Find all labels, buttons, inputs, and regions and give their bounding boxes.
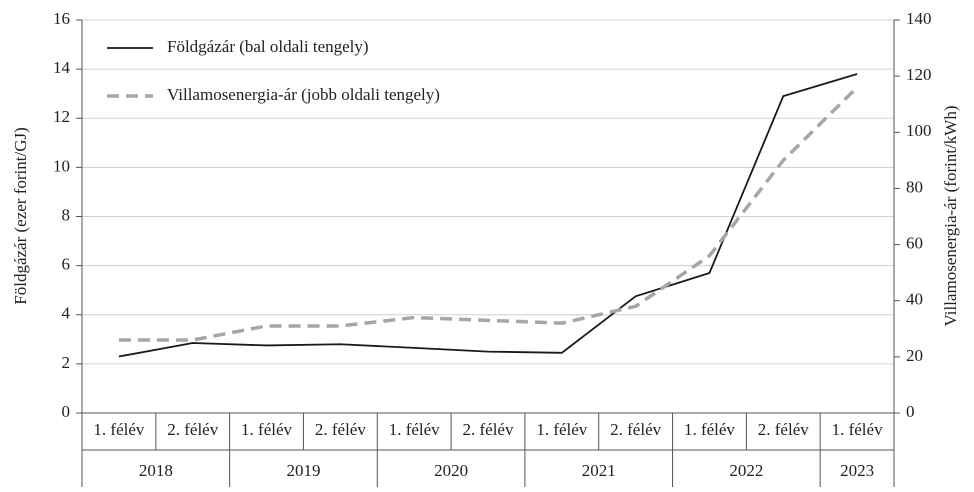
x-tick-label: 2. félév [463,420,514,439]
y-tick-label: 8 [62,205,71,224]
x-tick-label: 1. félév [389,420,440,439]
y-tick-label: 10 [53,156,70,175]
y-tick-label: 12 [53,107,70,126]
x-group-label: 2022 [729,461,763,480]
y-tick-label: 4 [62,304,71,323]
x-tick-label: 1. félév [93,420,144,439]
y-axis-label: Földgázár (ezer forint/GJ) [11,127,30,304]
y2-tick-label: 140 [906,9,932,28]
y-tick-label: 0 [62,402,71,421]
x-tick-label: 1. félév [536,420,587,439]
y-tick-label: 16 [53,9,70,28]
x-tick-label: 2. félév [167,420,218,439]
x-tick-label: 2. félév [610,420,661,439]
x-group-label: 2021 [582,461,616,480]
x-tick-label: 1. félév [684,420,735,439]
y2-tick-label: 20 [906,346,923,365]
legend-label: Villamosenergia-ár (jobb oldali tengely) [167,85,440,104]
legend-label: Földgázár (bal oldali tengely) [167,37,369,56]
y2-tick-label: 40 [906,290,923,309]
y2-tick-label: 100 [906,121,932,140]
y-tick-label: 6 [62,255,71,274]
series-line [118,73,858,358]
y2-tick-label: 80 [906,177,923,196]
x-tick-label: 1. félév [241,420,292,439]
y-tick-label: 14 [53,58,71,77]
y-tick-label: 2 [62,353,71,372]
x-tick-label: 2. félév [315,420,366,439]
x-group-label: 2018 [139,461,173,480]
x-group-label: 2019 [286,461,320,480]
y2-tick-label: 0 [906,402,915,421]
series-line [118,86,859,342]
x-tick-label: 1. félév [832,420,883,439]
x-group-label: 2020 [434,461,468,480]
x-tick-label: 2. félév [758,420,809,439]
y2-tick-label: 60 [906,233,923,252]
x-group-label: 2023 [840,461,874,480]
y2-axis-label: Villamosenergia-ár (forint/kWh) [941,106,960,327]
y2-tick-label: 120 [906,65,932,84]
